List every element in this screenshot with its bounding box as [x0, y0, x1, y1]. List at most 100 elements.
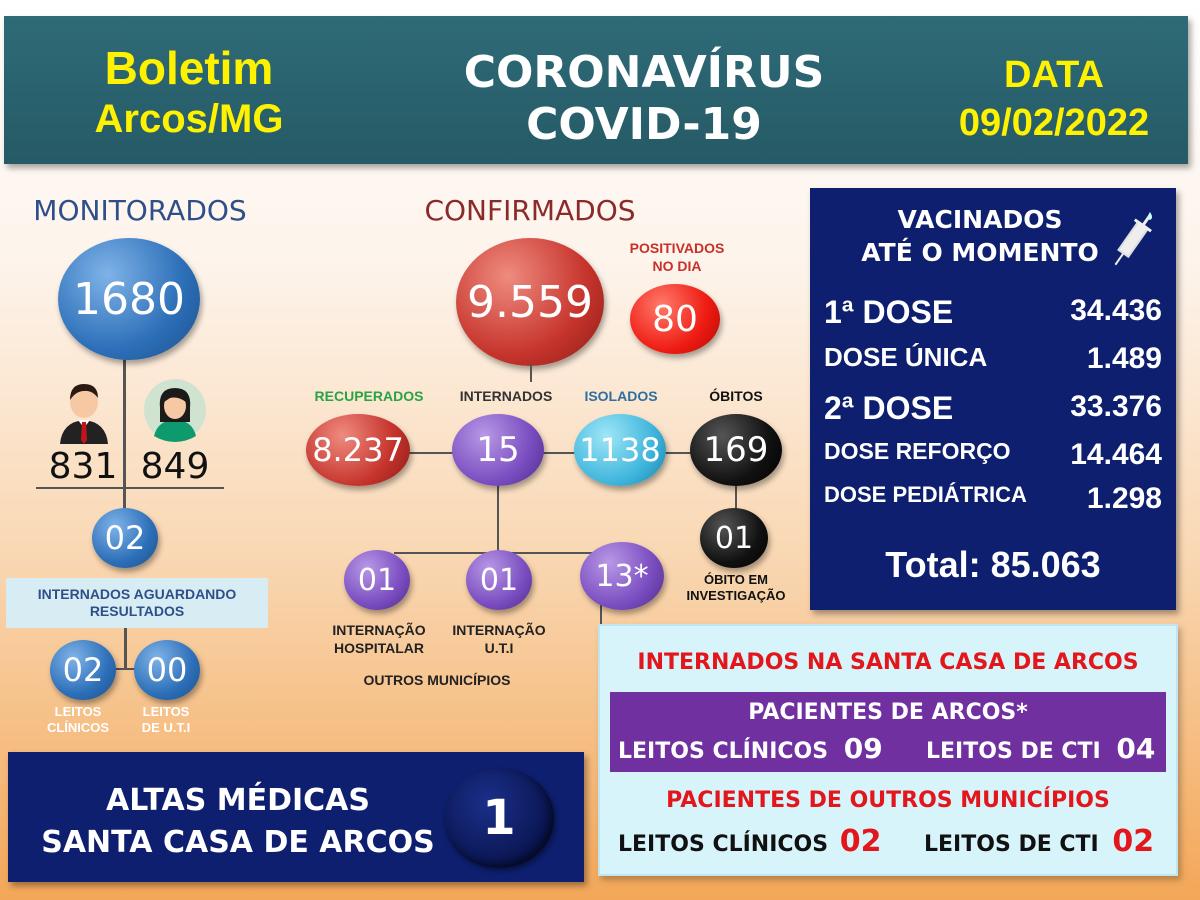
vac-row-value: 33.376: [1070, 390, 1162, 423]
header-banner: Boletim Arcos/MG CORONAVÍRUS COVID-19 DA…: [4, 16, 1188, 164]
awaiting-circle: 02: [92, 508, 158, 568]
vacinados-title-line1: VACINADOS: [897, 205, 1063, 234]
confirmados-total: 9.559: [456, 238, 604, 366]
leitos-clinicos-circle: 02: [50, 640, 116, 700]
vac-row: 1ª DOSE 34.436: [824, 294, 1162, 331]
isolados-circle: 1138: [574, 414, 666, 486]
vac-row: DOSE ÚNICA 1.489: [824, 342, 1162, 376]
outros-clinicos-label: LEITOS CLÍNICOS: [618, 832, 829, 857]
man-icon: [58, 378, 110, 446]
main-title: CORONAVÍRUS COVID-19: [394, 47, 894, 151]
vac-row: DOSE REFORÇO 14.464: [824, 438, 1162, 472]
arcos-cti-value: 04: [1116, 732, 1156, 765]
arcos-clinicos-label: LEITOS CLÍNICOS: [618, 739, 829, 764]
connector: [100, 668, 152, 670]
internacao-uti-circle: 01: [466, 550, 532, 610]
boletim-line2: Arcos/MG: [94, 97, 284, 142]
outros-cti: LEITOS DE CTI 02: [924, 824, 1154, 859]
outros-municipios-circle: 13*: [580, 542, 664, 610]
obitos-circle: 169: [690, 414, 782, 486]
date-label: DATA: [1004, 54, 1104, 96]
connector: [497, 484, 499, 554]
label-line: DE U.T.I: [141, 720, 191, 736]
vac-row-label: DOSE ÚNICA: [824, 342, 988, 372]
isolados-label: ISOLADOS: [584, 388, 658, 404]
vac-row-label: DOSE REFORÇO: [824, 438, 1011, 464]
santa-casa-title: INTERNADOS NA SANTA CASA DE ARCOS: [637, 650, 1139, 675]
positivados-label: POSITIVADOS NO DIA: [612, 240, 742, 275]
label-line: INVESTIGAÇÃO: [686, 588, 786, 604]
label-line: INTERNAÇÃO: [332, 622, 426, 638]
outros-clinicos-value: 02: [839, 824, 882, 859]
arcos-title: PACIENTES DE ARCOS*: [748, 700, 1028, 725]
vacinados-title: VACINADOS ATÉ O MOMENTO: [830, 204, 1130, 269]
arcos-cti: LEITOS DE CTI 04: [926, 732, 1155, 765]
date-value: 09/02/2022: [958, 101, 1150, 144]
altas-line1: ALTAS MÉDICAS: [105, 783, 371, 818]
leitos-uti-label: LEITOS DE U.T.I: [118, 704, 214, 737]
connector: [735, 486, 737, 516]
title-line1: CORONAVÍRUS: [463, 47, 825, 98]
connector: [124, 628, 127, 670]
vac-row-value: 1.298: [1086, 482, 1162, 515]
vac-row: 2ª DOSE 33.376: [824, 390, 1162, 427]
label-line: NO DIA: [652, 257, 702, 274]
vac-row-value: 34.436: [1070, 294, 1162, 327]
label-line: U.T.I: [484, 639, 514, 656]
internados-circle: 15: [452, 414, 544, 486]
leitos-uti-circle: 00: [134, 640, 200, 700]
vac-row-label: DOSE PEDIÁTRICA: [824, 482, 1027, 507]
santa-casa-panel: INTERNADOS NA SANTA CASA DE ARCOS PACIEN…: [598, 624, 1178, 876]
label-line: LEITOS: [142, 704, 190, 719]
outros-clinicos: LEITOS CLÍNICOS 02: [618, 824, 882, 859]
woman-icon: [144, 378, 206, 442]
arcos-patients-box: PACIENTES DE ARCOS* LEITOS CLÍNICOS 09 L…: [610, 692, 1166, 772]
label-line: ÓBITO EM: [703, 572, 769, 587]
altas-panel: ALTAS MÉDICAS SANTA CASA DE ARCOS 1: [8, 752, 584, 882]
arcos-clinicos-value: 09: [843, 732, 883, 765]
vac-row-value: 1.489: [1086, 342, 1162, 375]
label-line: POSITIVADOS: [629, 240, 725, 256]
boletim-title: Boletim Arcos/MG: [44, 42, 334, 142]
outros-title: PACIENTES DE OUTROS MUNICÍPIOS: [666, 788, 1110, 813]
label-line: HOSPITALAR: [334, 639, 424, 656]
arcos-cti-label: LEITOS DE CTI: [926, 739, 1101, 764]
label-line: LEITOS: [54, 704, 102, 719]
internacao-uti-label: INTERNAÇÃO U.T.I: [436, 622, 562, 657]
positivados-circle: 80: [630, 284, 720, 354]
vacinados-panel: VACINADOS ATÉ O MOMENTO 1ª DOSE 34.436 D…: [810, 188, 1176, 610]
recuperados-label: RECUPERADOS: [314, 388, 424, 404]
connector: [123, 350, 126, 520]
internacao-hospitalar-label: INTERNAÇÃO HOSPITALAR: [314, 622, 444, 657]
date-block: DATA 09/02/2022: [934, 54, 1174, 144]
obitos-label: ÓBITOS: [709, 388, 763, 404]
awaiting-label: INTERNADOS AGUARDANDO RESULTADOS: [6, 578, 268, 628]
vac-row: DOSE PEDIÁTRICA 1.298: [824, 482, 1162, 516]
vacinados-title-line2: ATÉ O MOMENTO: [861, 237, 1099, 267]
title-line2: COVID-19: [526, 99, 762, 151]
confirmados-title: CONFIRMADOS: [424, 194, 636, 227]
vac-row-value: 14.464: [1070, 438, 1162, 471]
altas-line2: SANTA CASA DE ARCOS: [41, 825, 435, 860]
internados-label: INTERNADOS: [459, 388, 553, 404]
obito-investigacao-circle: 01: [700, 508, 768, 568]
awaiting-label-text: INTERNADOS AGUARDANDO RESULTADOS: [37, 585, 237, 620]
vac-row-label: 2ª DOSE: [824, 390, 954, 426]
obito-investigacao-label: ÓBITO EM INVESTIGAÇÃO: [668, 572, 804, 605]
recuperados-circle: 8.237: [306, 414, 410, 486]
label-line: CLÍNICOS: [46, 720, 110, 736]
internacao-hospitalar-circle: 01: [344, 550, 410, 610]
outros-cti-value: 02: [1112, 824, 1155, 859]
vac-row-label: 1ª DOSE: [824, 294, 954, 330]
monitorados-title: MONITORADOS: [33, 194, 247, 227]
men-count: 831: [48, 446, 118, 487]
connector: [400, 452, 740, 454]
boletim-line1: Boletim: [104, 42, 274, 94]
label-line: INTERNAÇÃO: [452, 622, 546, 638]
syringe-icon: [1106, 208, 1158, 274]
vacinados-total: Total: 85.063: [885, 544, 1101, 585]
arcos-clinicos: LEITOS CLÍNICOS 09: [618, 732, 883, 765]
monitorados-total: 1680: [58, 238, 200, 360]
women-count: 849: [140, 446, 210, 487]
connector: [530, 364, 532, 382]
